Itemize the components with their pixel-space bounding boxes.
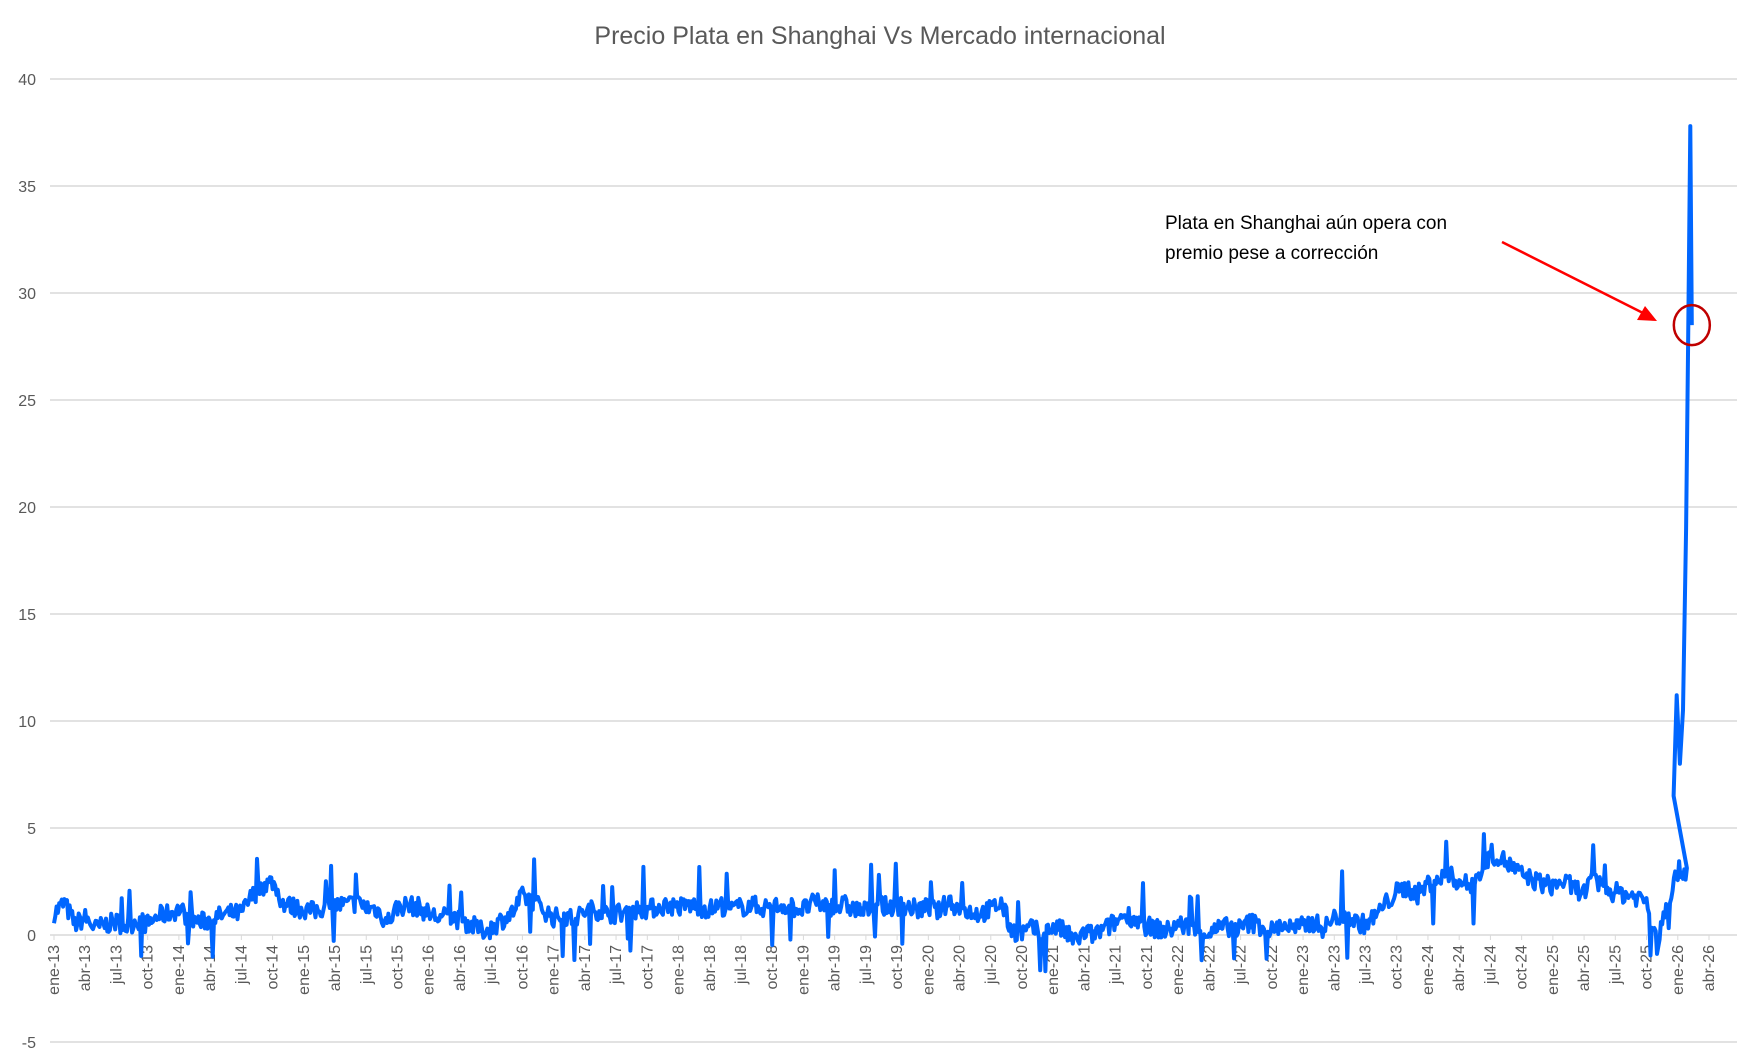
y-tick-label: 5 [27,821,36,838]
x-tick-label: oct-20 [1014,945,1031,990]
x-tick-label: oct-17 [639,945,656,990]
y-tick-label: 30 [18,286,36,303]
y-axis: -5 0 5 10 15 20 25 30 35 40 [18,72,36,1052]
x-tick-label: abr-16 [452,945,469,991]
x-tick-label: ene-25 [1545,945,1562,995]
y-tick-label: 35 [18,179,36,196]
x-tick-label: jul-17 [608,945,625,985]
x-tick-label: abr-17 [577,945,594,991]
x-tick-label: oct-16 [514,945,531,990]
gridlines [50,78,1737,1043]
y-tick-label: 15 [18,607,36,624]
x-tick-label: jul-14 [233,945,250,985]
x-tick-label: jul-20 [983,945,1000,985]
y-tick-label: 25 [18,393,36,410]
x-tick-label: oct-25 [1639,945,1656,990]
annotation-circle [1672,303,1712,347]
y-tick-label: 20 [18,500,36,517]
x-tick-label: abr-23 [1326,945,1343,991]
x-tick-label: ene-14 [171,945,188,995]
y-tick-label: 40 [18,72,36,89]
x-tick-label: abr-22 [1201,945,1218,991]
series-line [52,124,1694,974]
annotation-text-line2: premio pese a corrección [1165,243,1378,264]
x-tick-label: abr-15 [327,945,344,991]
x-tick-label: jul-16 [483,945,500,985]
series-layer [52,124,1694,974]
x-tick-label: ene-26 [1670,945,1687,995]
x-tick-label: abr-24 [1451,945,1468,991]
x-tick-label: jul-22 [1233,945,1250,985]
x-tick-label: jul-24 [1482,945,1499,985]
x-tick-label: abr-21 [1076,945,1093,991]
annotation-text-line1: Plata en Shanghai aún opera con [1165,213,1447,234]
x-tick-label: abr-19 [827,945,844,991]
x-tick-label: abr-26 [1701,945,1718,991]
x-tick-label: ene-22 [1170,945,1187,995]
y-tick-label: 0 [27,928,36,945]
x-tick-label: ene-20 [920,945,937,995]
x-tick-label: abr-13 [77,945,94,991]
annotation-arrow-head [1637,306,1657,321]
x-tick-label: abr-25 [1576,945,1593,991]
x-tick-label: ene-15 [296,945,313,995]
y-tick-label: -5 [22,1035,36,1052]
x-tick-label: jul-19 [858,945,875,985]
x-tick-label: oct-24 [1514,945,1531,990]
x-tick-label: abr-18 [702,945,719,991]
x-tick-label: jul-15 [358,945,375,985]
x-tick-label: ene-18 [671,945,688,995]
x-tick-label: abr-20 [952,945,969,991]
x-tick-label: oct-14 [265,945,282,990]
x-tick-label: jul-18 [733,945,750,985]
x-tick-label: ene-17 [546,945,563,995]
x-tick-label: oct-18 [764,945,781,990]
x-tick-label: jul-23 [1358,945,1375,985]
x-tick-label: ene-13 [46,945,63,995]
annotation-arrow [1501,240,1646,316]
x-tick-label: ene-24 [1420,945,1437,995]
x-tick-label: ene-19 [795,945,812,995]
x-tick-label: ene-23 [1295,945,1312,995]
x-tick-label: oct-13 [140,945,157,990]
x-tick-label: abr-14 [202,945,219,991]
chart-title: Precio Plata en Shanghai Vs Mercado inte… [594,22,1165,50]
x-tick-label: ene-16 [421,945,438,995]
x-tick-label: oct-19 [889,945,906,990]
y-tick-label: 10 [18,714,36,731]
x-axis: ene-13 abr-13 jul-13 oct-13 ene-14 abr-14 jul-… [46,935,1718,995]
x-tick-label: jul-13 [108,945,125,985]
x-tick-label: ene-21 [1045,945,1062,995]
annotation: Plata en Shanghai aún opera con premio p… [1165,213,1712,347]
x-tick-label: jul-25 [1607,945,1624,985]
x-tick-label: jul-21 [1108,945,1125,985]
x-tick-label: oct-21 [1139,945,1156,990]
x-tick-label: oct-23 [1389,945,1406,990]
x-tick-label: oct-15 [389,945,406,990]
